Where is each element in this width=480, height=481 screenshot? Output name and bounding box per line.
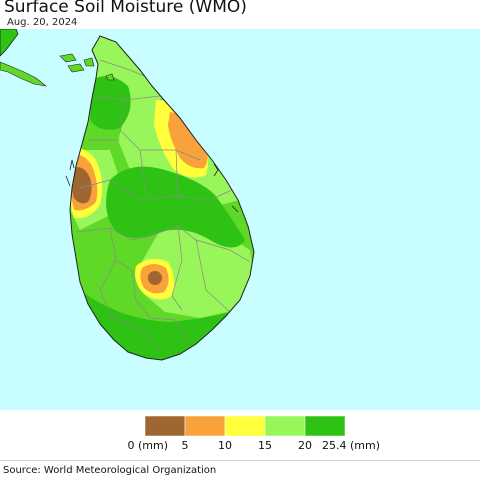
legend-label: 15 xyxy=(258,439,272,452)
legend-swatch-15-20 xyxy=(264,415,306,437)
india-coast-islands xyxy=(0,61,48,87)
legend-label: 5 xyxy=(181,439,189,452)
source-text: Source: World Meteorological Organizatio… xyxy=(3,465,217,476)
map-title: Surface Soil Moisture (WMO) xyxy=(4,0,247,17)
legend-swatch-10-15 xyxy=(224,415,266,437)
legend-label: 10 xyxy=(218,439,232,452)
soil-moisture-map xyxy=(0,29,480,410)
source-bar: Source: World Meteorological Organizatio… xyxy=(0,460,480,481)
legend-swatch-0-5 xyxy=(144,415,186,437)
map-date: Aug. 20, 2024 xyxy=(7,17,78,28)
moisture-zone-20-25-center xyxy=(106,166,245,248)
moisture-zone-5-10-northeast xyxy=(168,112,208,169)
legend-label: 0 (mm) xyxy=(127,439,168,452)
district-boundaries xyxy=(75,59,251,351)
moisture-zone-0-5-west xyxy=(71,167,92,204)
small-islands xyxy=(59,53,115,81)
legend-label: 20 xyxy=(298,439,312,452)
legend-swatch-20-25.4 xyxy=(304,415,346,437)
legend-label: 25.4 (mm) xyxy=(322,439,381,452)
india-landmass xyxy=(0,29,19,57)
legend-swatch-5-10 xyxy=(184,415,226,437)
moisture-zone-0-5-highland xyxy=(148,271,162,285)
coastal-marks xyxy=(65,159,239,213)
legend-swatches xyxy=(144,415,346,437)
sri-lanka-coastline xyxy=(69,35,255,361)
moisture-zone-20-25-northwest xyxy=(90,76,131,130)
